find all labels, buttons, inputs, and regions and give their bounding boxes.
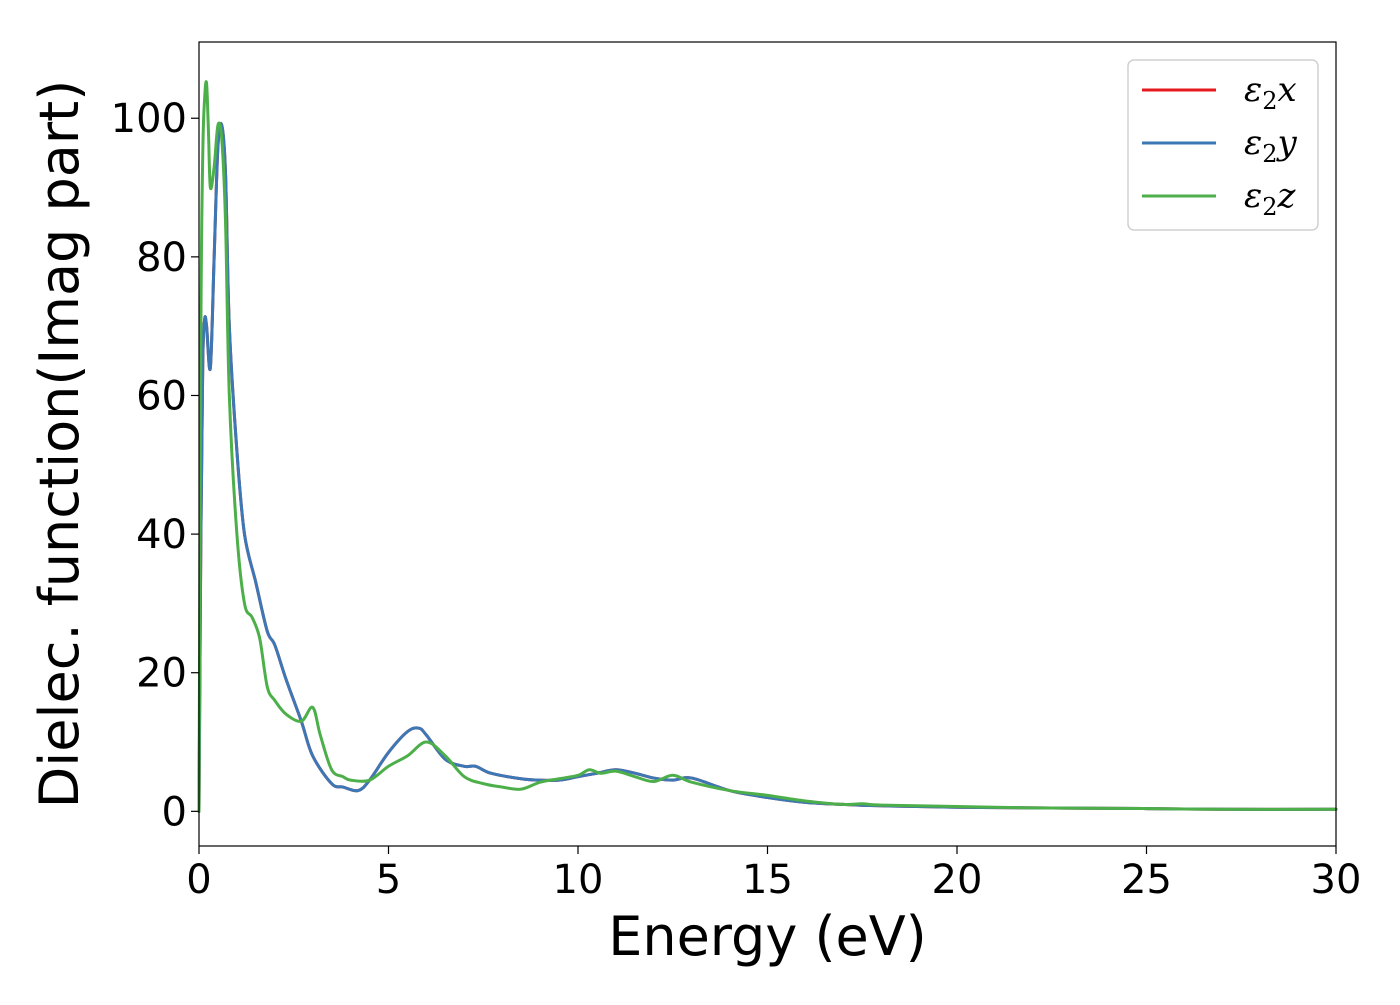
- legend-label-subscript: 2: [1262, 87, 1277, 115]
- x-tick-label: 5: [376, 857, 401, 903]
- legend-label-symbol: ε: [1244, 70, 1262, 110]
- y-tick-label: 40: [136, 512, 187, 558]
- y-tick-label: 60: [136, 373, 187, 419]
- series-layer: [197, 80, 1338, 813]
- legend-label-symbol: ε: [1244, 176, 1262, 216]
- x-tick-label: 20: [932, 857, 983, 903]
- legend-label-subscript: 2: [1262, 140, 1277, 168]
- x-axis-ticks: 0 5 10 15 20 25 30: [186, 846, 1361, 903]
- y-tick-label: 20: [136, 651, 187, 697]
- y-tick-label: 0: [162, 789, 187, 835]
- legend-label-z: ε2z: [1244, 176, 1297, 221]
- legend-label-axis: x: [1278, 70, 1297, 110]
- series-line-z: [197, 80, 1338, 813]
- series-line-y: [197, 121, 1338, 813]
- x-tick-label: 30: [1311, 857, 1362, 903]
- legend-label-axis: y: [1276, 123, 1298, 163]
- y-tick-label: 100: [111, 96, 187, 142]
- x-axis-label: Energy (eV): [608, 905, 927, 968]
- x-tick-label: 15: [742, 857, 793, 903]
- x-tick-label: 10: [553, 857, 604, 903]
- x-tick-label: 25: [1121, 857, 1172, 903]
- legend-label-subscript: 2: [1262, 193, 1277, 221]
- legend-label-symbol: ε: [1244, 123, 1262, 163]
- legend-label-axis: z: [1277, 176, 1297, 216]
- y-axis-ticks: 0 20 40 60 80 100: [111, 96, 199, 835]
- legend-label-x: ε2x: [1244, 70, 1297, 115]
- legend-label-y: ε2y: [1244, 123, 1298, 168]
- x-tick-label: 0: [186, 857, 211, 903]
- y-axis-label: Dielec. function(Imag part): [28, 80, 91, 809]
- y-tick-label: 80: [136, 235, 187, 281]
- legend-box: [1127, 59, 1319, 231]
